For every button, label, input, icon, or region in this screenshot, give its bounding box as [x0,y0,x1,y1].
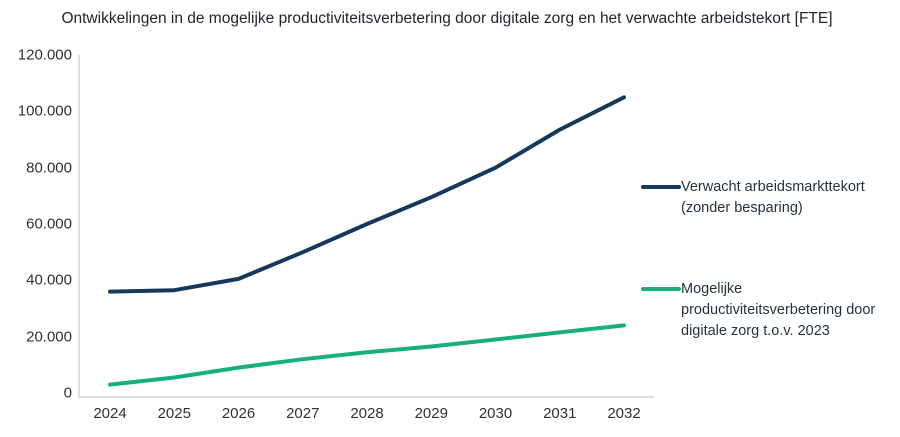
legend-label: Verwacht arbeidsmarkttekort (zonder besp… [681,179,865,216]
legend-line-swatch-green [641,287,681,291]
legend-line-swatch-navy [641,185,681,189]
x-axis-tick-label: 2027 [286,405,320,422]
y-axis-tick-label: 0 [63,384,72,402]
x-axis-tick-label: 2024 [93,405,127,422]
x-axis-tick-label: 2032 [607,405,641,422]
x-axis-tick-label: 2030 [478,405,513,422]
legend-label: Mogelijke productiviteitsverbetering doo… [681,281,876,339]
plot-area [78,55,654,398]
legend-item-mogelijke-productiviteitsverbetering: Mogelijke productiviteitsverbetering doo… [641,279,896,342]
x-axis-tick-label: 2031 [543,405,577,422]
y-axis-tick-label: 80.000 [26,159,72,177]
x-axis-tick-label: 2028 [350,405,384,422]
x-axis-tick-label: 2029 [414,405,448,422]
chart-title: Ontwikkelingen in de mogelijke productiv… [61,10,833,27]
y-axis-tick-label: 100.000 [17,102,72,120]
y-axis-tick-label: 40.000 [26,271,72,289]
legend: Verwacht arbeidsmarkttekort (zonder besp… [641,177,896,342]
y-axis-tick-label: 60.000 [26,215,72,233]
x-axis-tick-label: 2025 [157,405,191,422]
x-axis-tick-label: 2026 [221,405,256,422]
legend-item-verwacht-arbeidsmarkttekort: Verwacht arbeidsmarkttekort (zonder besp… [641,177,896,219]
y-axis-tick-label: 20.000 [26,328,72,346]
y-axis-tick-label: 120.000 [17,46,72,64]
